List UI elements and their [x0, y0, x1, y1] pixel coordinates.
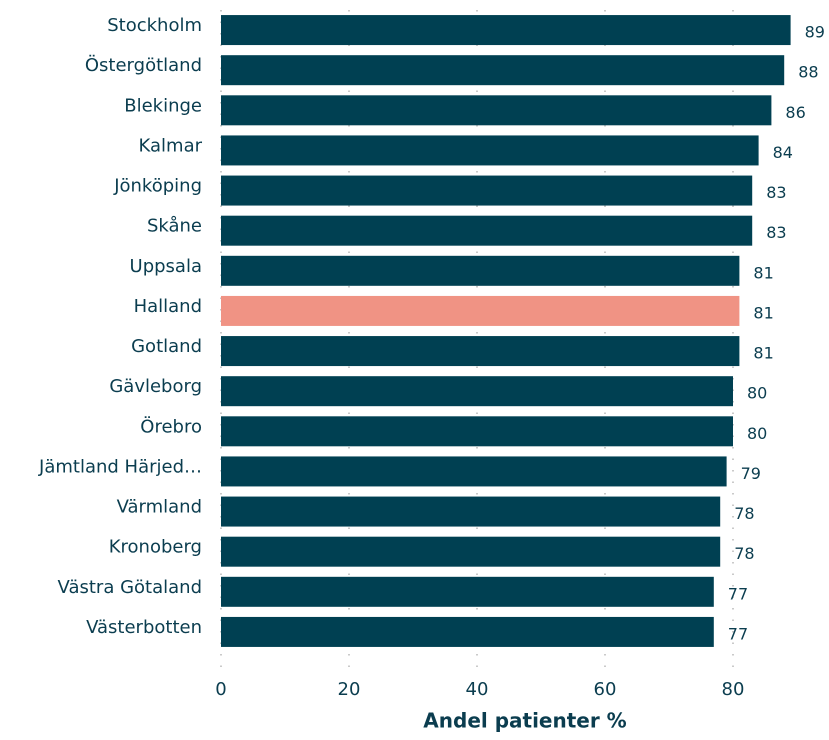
x-tick-label: 40 [466, 679, 489, 700]
y-tick-label: Halland [134, 296, 202, 317]
value-label: 80 [747, 384, 767, 403]
bar [221, 15, 791, 46]
y-tick-label: Jämtland Härjed… [38, 456, 202, 477]
value-label: 86 [785, 103, 805, 122]
bar [221, 55, 785, 86]
y-tick-label: Jönköping [113, 176, 202, 197]
bar [221, 616, 714, 647]
bar [221, 175, 753, 206]
x-tick-label: 60 [594, 679, 617, 700]
x-tick-label: 80 [722, 679, 745, 700]
y-tick-label: Stockholm [107, 15, 202, 36]
value-label: 80 [747, 424, 767, 443]
y-tick-label: Örebro [140, 415, 202, 437]
value-label: 78 [734, 504, 754, 523]
y-tick-label: Östergötland [85, 54, 202, 76]
y-tick-label: Uppsala [130, 256, 202, 277]
bar [221, 376, 733, 407]
y-tick-label: Blekinge [124, 95, 202, 116]
y-tick-label: Skåne [147, 216, 202, 237]
value-label: 81 [753, 344, 773, 363]
value-label: 88 [798, 63, 818, 82]
bar [221, 255, 740, 286]
y-tick-label: Värmland [117, 497, 202, 518]
y-tick-label: Kronoberg [109, 537, 202, 558]
bar [221, 456, 727, 487]
value-label: 81 [753, 303, 773, 322]
y-tick-label: Gävleborg [109, 376, 202, 397]
value-label: 83 [766, 183, 786, 202]
value-label: 83 [766, 223, 786, 242]
bar [221, 95, 772, 126]
bar [221, 416, 733, 447]
value-label: 79 [741, 464, 761, 483]
bar [221, 576, 714, 607]
x-tick-label: 20 [338, 679, 361, 700]
bar [221, 215, 753, 246]
y-tick-label: Västra Götaland [58, 577, 202, 598]
x-tick-label: 0 [215, 679, 226, 700]
bar [221, 135, 759, 166]
bar [221, 496, 721, 527]
value-label: 81 [753, 263, 773, 282]
value-label: 77 [728, 624, 748, 643]
y-tick-label: Västerbotten [86, 617, 202, 638]
bar [221, 336, 740, 367]
value-label: 89 [805, 23, 825, 42]
value-label: 78 [734, 544, 754, 563]
x-axis-title: Andel patienter % [423, 709, 626, 733]
y-tick-label: Kalmar [139, 135, 203, 156]
bar [221, 536, 721, 567]
bar [221, 295, 740, 326]
value-label: 77 [728, 584, 748, 603]
value-label: 84 [773, 143, 793, 162]
y-tick-label: Gotland [131, 336, 202, 357]
